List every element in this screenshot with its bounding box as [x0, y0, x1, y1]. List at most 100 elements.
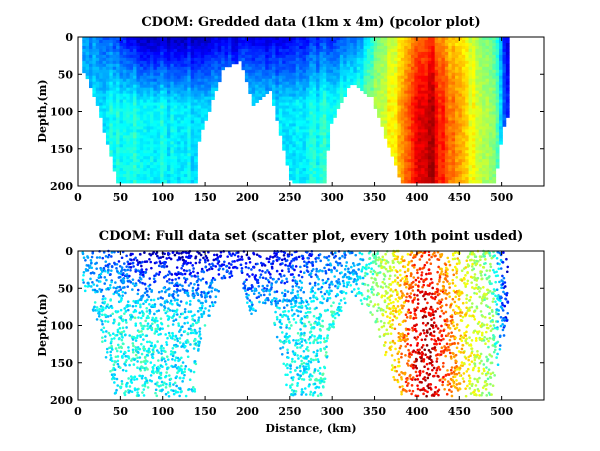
- pcolor-cell: [146, 54, 151, 59]
- pcolor-cell: [207, 87, 212, 92]
- pcolor-cell: [417, 138, 422, 142]
- pcolor-cell: [404, 39, 408, 44]
- pcolor-cell: [170, 162, 175, 166]
- pcolor-cell: [455, 126, 459, 130]
- pcolor-cell: [465, 120, 469, 124]
- pcolor-cell: [431, 48, 436, 53]
- pcolor-cell: [465, 165, 469, 169]
- pcolor-cell: [305, 39, 310, 44]
- pcolor-cell: [400, 60, 405, 65]
- pcolor-cell: [112, 78, 117, 83]
- pcolor-cell: [387, 87, 392, 92]
- pcolor-cell: [302, 48, 307, 53]
- pcolor-cell: [119, 120, 124, 124]
- pcolor-cell: [282, 90, 286, 95]
- pcolor-cell: [431, 111, 436, 115]
- pcolor-cell: [265, 69, 270, 74]
- pcolor-cell: [499, 54, 503, 59]
- pcolor-cell: [241, 57, 246, 62]
- pcolor-cell: [238, 37, 242, 41]
- pcolor-cell: [160, 99, 164, 103]
- pcolor-cell: [122, 48, 127, 53]
- pcolor-cell: [156, 138, 161, 142]
- pcolor-cell: [312, 162, 317, 166]
- pcolor-cell: [146, 117, 151, 121]
- pcolor-cell: [424, 120, 429, 124]
- pcolor-cell: [258, 63, 263, 68]
- scatter-point: [120, 256, 124, 260]
- pcolor-cell: [387, 108, 392, 112]
- pcolor-cell: [505, 48, 510, 53]
- pcolor-cell: [461, 165, 466, 169]
- pcolor-cell: [234, 51, 239, 56]
- pcolor-cell: [427, 150, 432, 154]
- pcolor-cell: [89, 81, 93, 86]
- pcolor-cell: [316, 72, 320, 77]
- pcolor-cell: [194, 81, 198, 86]
- pcolor-cell: [485, 111, 490, 115]
- pcolor-cell: [102, 66, 107, 71]
- pcolor-cell: [200, 126, 205, 130]
- pcolor-cell: [99, 45, 103, 50]
- pcolor-cell: [170, 63, 175, 68]
- pcolor-cell: [373, 99, 378, 103]
- pcolor-cell: [316, 75, 320, 80]
- pcolor-cell: [163, 162, 168, 166]
- pcolor-cell: [390, 96, 395, 100]
- pcolor-cell: [444, 63, 449, 68]
- x-tick-label: 500: [490, 191, 513, 204]
- pcolor-cell: [438, 42, 442, 47]
- pcolor-cell: [241, 51, 246, 56]
- pcolor-cell: [143, 126, 148, 130]
- pcolor-cell: [387, 105, 392, 109]
- pcolor-cell: [390, 150, 395, 154]
- pcolor-cell: [387, 93, 392, 97]
- pcolor-cell: [190, 162, 195, 166]
- pcolor-cell: [244, 78, 249, 83]
- pcolor-cell: [173, 93, 178, 97]
- pcolor-cell: [451, 90, 456, 95]
- pcolor-cell: [119, 84, 124, 89]
- pcolor-cell: [377, 42, 381, 47]
- pcolor-cell: [278, 123, 283, 127]
- pcolor-cell: [180, 144, 185, 148]
- pcolor-cell: [139, 120, 144, 124]
- pcolor-cell: [390, 93, 395, 97]
- pcolor-cell: [146, 37, 151, 41]
- pcolor-cell: [299, 78, 303, 83]
- pcolor-cell: [373, 93, 378, 97]
- pcolor-cell: [499, 60, 503, 65]
- pcolor-cell: [305, 78, 310, 83]
- pcolor-cell: [380, 111, 385, 115]
- pcolor-cell: [292, 123, 297, 127]
- pcolor-cell: [397, 171, 402, 175]
- pcolor-cell: [448, 42, 453, 47]
- pcolor-cell: [166, 162, 171, 166]
- pcolor-cell: [431, 132, 436, 136]
- pcolor-cell: [200, 117, 205, 121]
- pcolor-cell: [183, 144, 188, 148]
- pcolor-cell: [444, 75, 449, 80]
- pcolor-cell: [163, 75, 168, 80]
- pcolor-cell: [288, 81, 293, 86]
- pcolor-cell: [136, 108, 141, 112]
- pcolor-cell: [373, 90, 378, 95]
- pcolor-cell: [444, 156, 449, 160]
- pcolor-cell: [133, 153, 137, 157]
- pcolor-cell: [468, 129, 473, 133]
- pcolor-cell: [475, 168, 480, 172]
- pcolor-cell: [326, 108, 331, 112]
- pcolor-cell: [471, 45, 476, 50]
- pcolor-cell: [417, 150, 422, 154]
- pcolor-cell: [434, 138, 439, 142]
- pcolor-cell: [333, 72, 337, 77]
- pcolor-cell: [194, 105, 198, 109]
- pcolor-cell: [170, 129, 175, 133]
- pcolor-cell: [136, 150, 141, 154]
- pcolor-cell: [499, 45, 503, 50]
- pcolor-cell: [180, 54, 185, 59]
- pcolor-cell: [299, 126, 303, 130]
- pcolor-cell: [177, 129, 181, 133]
- pcolor-cell: [455, 165, 459, 169]
- pcolor-cell: [177, 156, 181, 160]
